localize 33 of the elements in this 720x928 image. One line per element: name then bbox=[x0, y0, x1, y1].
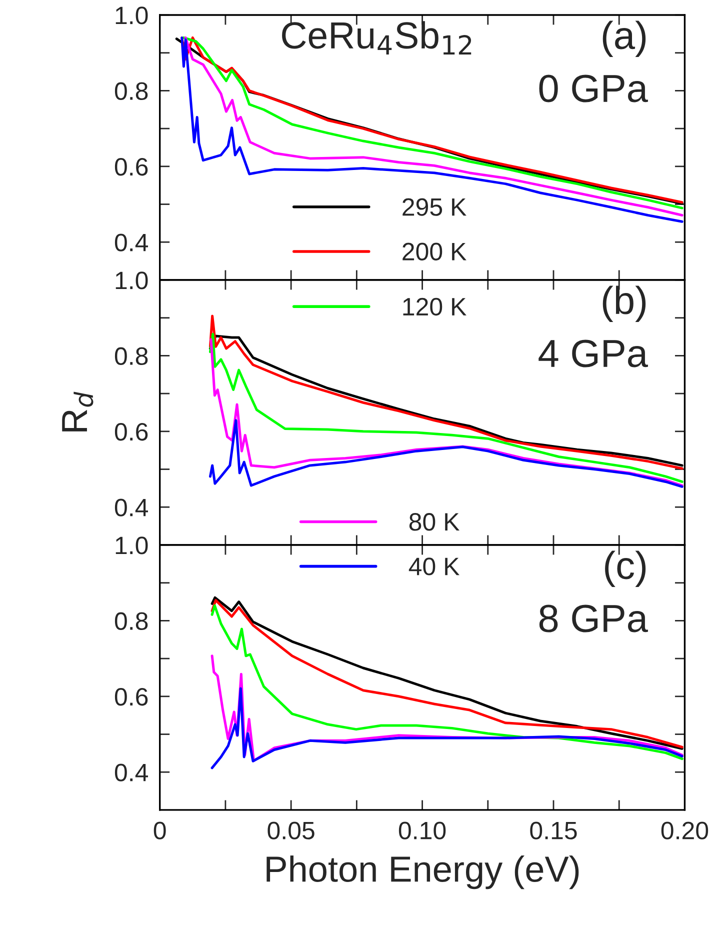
y-tick-label: 0.6 bbox=[114, 158, 148, 176]
line-series bbox=[210, 687, 684, 770]
legend-label: 80 K bbox=[409, 513, 460, 531]
y-tick-label: 0.8 bbox=[114, 612, 148, 630]
x-tick-label: 0.15 bbox=[530, 822, 577, 840]
y-tick-label: 0.6 bbox=[114, 688, 148, 706]
x-tick-label: 0.10 bbox=[398, 822, 446, 840]
line-series bbox=[208, 419, 684, 488]
x-tick-label: 0.05 bbox=[268, 822, 314, 840]
y-tick-label: 1.0 bbox=[116, 6, 148, 24]
y-tick-label: 0.4 bbox=[114, 764, 148, 782]
y-tick-label: 0.4 bbox=[114, 498, 148, 516]
legend-label: 295 K bbox=[402, 198, 466, 216]
annotation: 4 GPa bbox=[538, 340, 648, 368]
annotation: 0 GPa bbox=[539, 74, 648, 102]
x-tick-label: 0.20 bbox=[661, 822, 708, 840]
text: 120 K bbox=[403, 298, 466, 316]
annotation: (c) bbox=[605, 550, 646, 587]
y-axis-title: R$_{d}$ bbox=[62, 392, 94, 432]
annotation: (a) bbox=[602, 20, 646, 57]
x-axis-title: Photon Energy (eV) bbox=[266, 855, 579, 890]
y-tick-label: 0.8 bbox=[114, 82, 148, 100]
y-tick-label: 1.0 bbox=[116, 536, 148, 554]
legend-label: 200 K bbox=[402, 242, 466, 260]
y-tick-label: 0.4 bbox=[114, 234, 148, 252]
legend-label: 40 K bbox=[408, 558, 460, 576]
annotation: 8 GPa bbox=[539, 604, 648, 632]
annotation: (b) bbox=[602, 286, 646, 322]
y-tick-label: 0.8 bbox=[114, 347, 148, 366]
x-tick-label: 0 bbox=[154, 822, 166, 840]
annotation: CeRu$_{4}$Sb$_{12}$ bbox=[282, 21, 472, 54]
y-tick-label: 0.6 bbox=[114, 423, 148, 441]
y-tick-label: 1.0 bbox=[116, 272, 148, 290]
